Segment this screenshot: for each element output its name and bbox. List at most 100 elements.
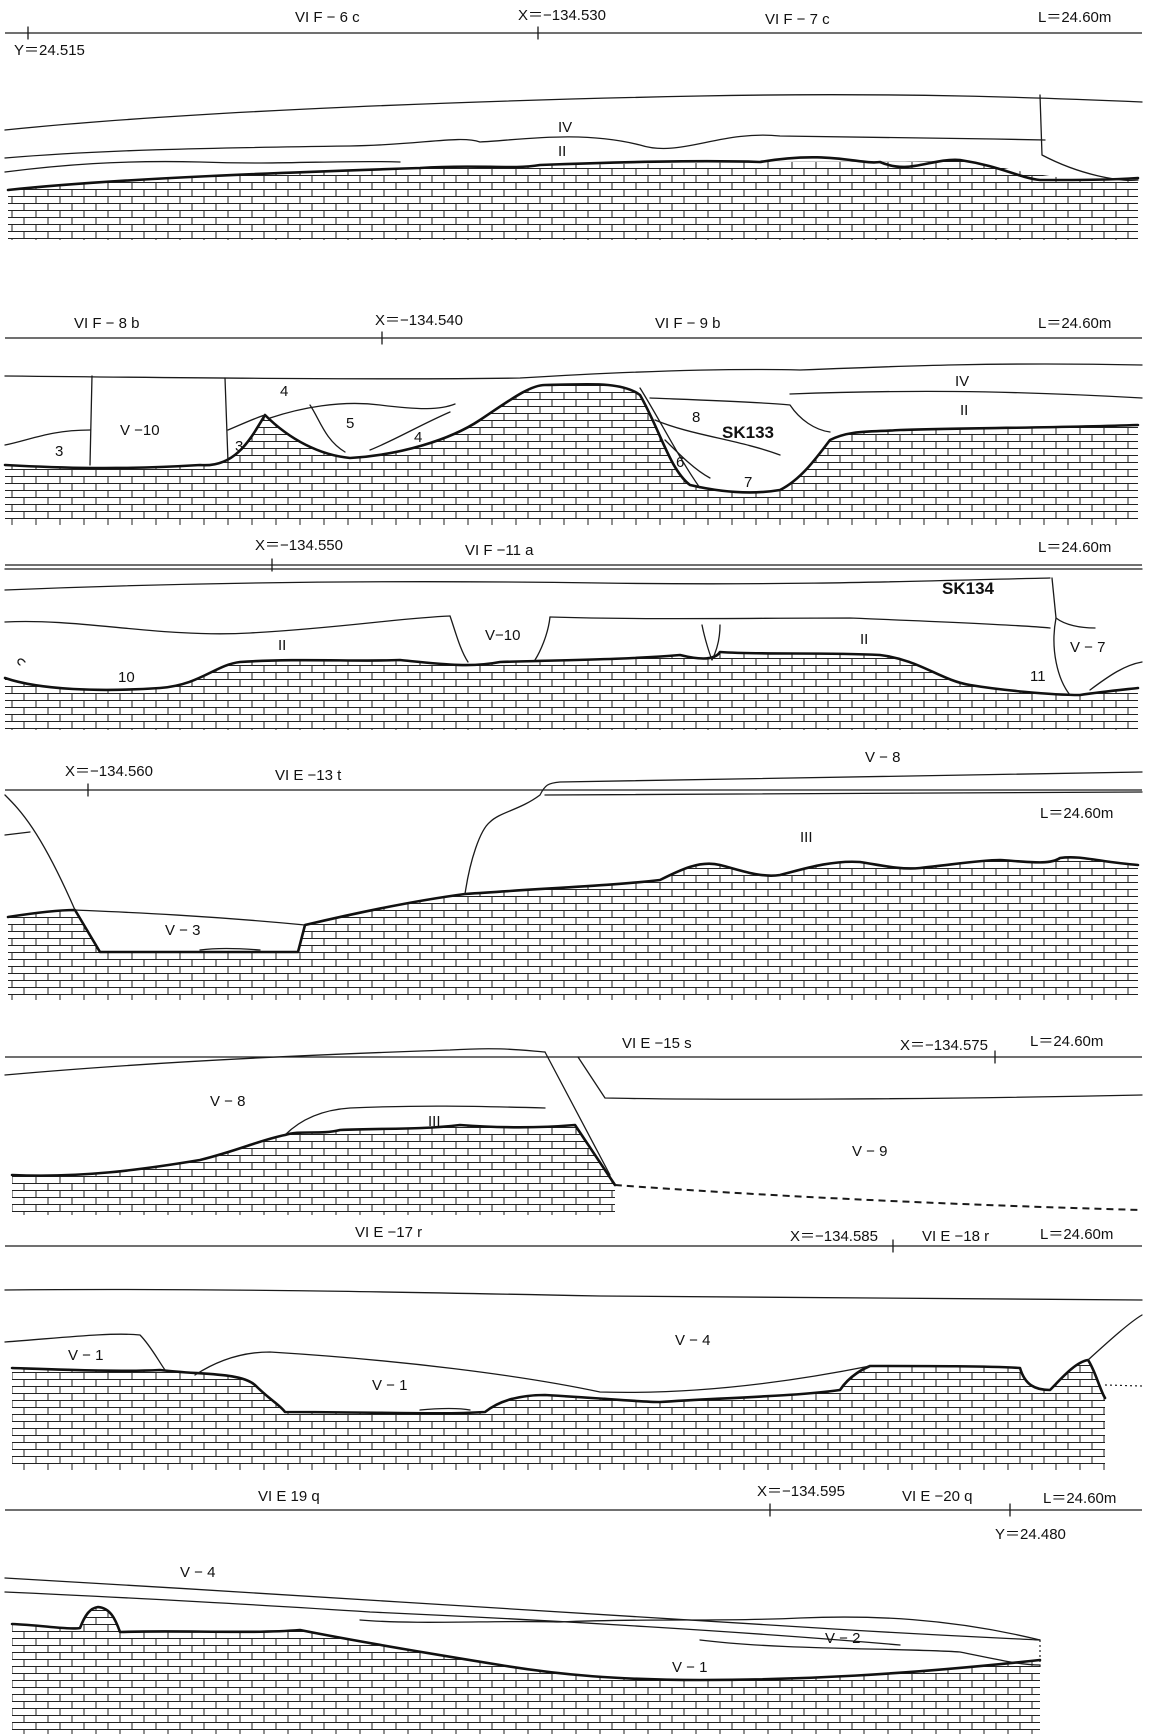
section-1: VI F − 6 c X＝−134.530 VI F − 7 c L＝24.60… xyxy=(4,7,1143,240)
layer-boundary xyxy=(17,658,26,666)
layer-label: 4 xyxy=(414,429,422,446)
layer-boundary xyxy=(4,1591,901,1646)
layer-label: 4 xyxy=(280,383,288,400)
feature-cut xyxy=(4,794,76,911)
section-7: VI E 19 q X＝−134.595 VI E −20 q L＝24.60m… xyxy=(4,1483,1142,1734)
grid-label: VI E −20 q xyxy=(902,1488,972,1505)
x-coordinate-label: X＝−134.550 xyxy=(255,537,343,554)
layer-boundary xyxy=(369,411,451,451)
bedrock xyxy=(12,1125,615,1215)
layer-label: V − 4 xyxy=(675,1332,710,1349)
layer-boundary xyxy=(654,419,781,456)
level-label: L＝24.60m xyxy=(1038,539,1111,556)
layer-label: V − 3 xyxy=(165,922,200,939)
level-label: L＝24.60m xyxy=(1040,805,1113,822)
layer-boundary xyxy=(1089,661,1143,691)
bedrock xyxy=(12,1360,1105,1470)
layer-boundary xyxy=(4,1333,166,1371)
layer-boundary xyxy=(1055,617,1096,629)
layer-boundary xyxy=(4,615,451,635)
x-coordinate-label: X＝−134.575 xyxy=(900,1037,988,1054)
feature-dotted-boundary xyxy=(1104,1384,1143,1387)
layer-label: V − 2 xyxy=(825,1630,860,1647)
bedrock xyxy=(5,652,1138,730)
layer-label: 3 xyxy=(55,443,63,460)
bedrock-surface xyxy=(10,1123,617,1187)
feature-cut xyxy=(89,375,93,466)
feature-label-sk133: SK133 xyxy=(722,423,774,442)
x-coordinate-label: X＝−134.530 xyxy=(518,7,606,24)
section-3: X＝−134.550 VI F −11 a L＝24.60m SK134 II … xyxy=(3,537,1143,730)
layer-boundary xyxy=(4,1577,1041,1641)
section-5: VI E −15 s X＝−134.575 L＝24.60m V − 8 III… xyxy=(4,1033,1143,1215)
layer-label: II xyxy=(860,631,868,648)
layer-boundary xyxy=(74,909,306,926)
grid-label: VI F − 7 c xyxy=(765,11,830,28)
layer-label: 3 xyxy=(235,438,243,455)
layer-label: 8 xyxy=(692,409,700,426)
section-4: X＝−134.560 VI E −13 t L＝24.60m V − 8 III… xyxy=(4,749,1143,1000)
layer-boundary xyxy=(789,390,1143,399)
layer-boundary xyxy=(699,1639,1041,1666)
feature-cut xyxy=(534,616,551,661)
bedrock-surface xyxy=(6,156,1140,192)
layer-boundary xyxy=(544,791,1143,796)
feature-cut xyxy=(224,377,229,463)
grid-label: VI E −13 t xyxy=(275,767,342,784)
layer-label: II xyxy=(278,637,286,654)
y-coordinate-label: Y＝24.515 xyxy=(14,42,85,59)
feature-cut xyxy=(464,771,1143,895)
layer-label: IV xyxy=(955,373,969,390)
layer-label: III xyxy=(428,1113,441,1130)
layer-boundary xyxy=(1087,1314,1143,1361)
feature-cut xyxy=(449,615,469,663)
layer-label: 5 xyxy=(346,415,354,432)
layer-label: V − 1 xyxy=(372,1377,407,1394)
layer-label: V − 4 xyxy=(180,1564,215,1581)
feature-label-sk134: SK134 xyxy=(942,579,995,598)
layer-label: II xyxy=(960,402,968,419)
feature-dashed-boundary xyxy=(614,1184,1143,1211)
layer-label: V − 8 xyxy=(210,1093,245,1110)
layer-boundary xyxy=(4,577,1051,591)
x-coordinate-label: X＝−134.585 xyxy=(790,1228,878,1245)
layer-boundary xyxy=(419,1407,471,1411)
grid-label: VI F −11 a xyxy=(465,542,534,559)
layer-label: 6 xyxy=(676,454,684,471)
layer-boundary xyxy=(4,134,1046,159)
layer-boundary xyxy=(359,1616,1041,1641)
layer-boundary xyxy=(4,831,31,836)
bedrock-surface xyxy=(10,1605,1042,1682)
layer-label: V−10 xyxy=(485,627,520,644)
layer-boundary xyxy=(269,402,456,419)
bedrock xyxy=(8,160,1138,240)
feature-cut xyxy=(639,387,701,489)
section-6: VI E −17 r X＝−134.585 VI E −18 r L＝24.60… xyxy=(4,1224,1143,1470)
layer-boundary xyxy=(199,947,261,951)
level-label: L＝24.60m xyxy=(1038,9,1111,26)
feature-cut xyxy=(544,1051,611,1176)
level-label: L＝24.60m xyxy=(1038,315,1111,332)
layer-label: 7 xyxy=(744,474,752,491)
bedrock-surface xyxy=(10,1358,1107,1415)
bedrock-surface xyxy=(3,382,1140,494)
layer-label: V − 1 xyxy=(68,1347,103,1364)
section-2: VI F − 8 b X＝−134.540 VI F − 9 b L＝24.60… xyxy=(3,312,1143,525)
grid-label: VI E −17 r xyxy=(355,1224,422,1241)
layer-boundary xyxy=(194,1351,871,1393)
grid-label: VI F − 8 b xyxy=(74,315,139,332)
layer-label: V − 8 xyxy=(865,749,900,766)
level-label: L＝24.60m xyxy=(1043,1490,1116,1507)
bedrock-surface xyxy=(3,650,1140,697)
layer-label: V − 9 xyxy=(852,1143,887,1160)
layer-label: V −10 xyxy=(120,422,160,439)
level-label: L＝24.60m xyxy=(1030,1033,1103,1050)
layer-label: III xyxy=(800,829,813,846)
grid-label: VI E −18 r xyxy=(922,1228,989,1245)
layer-boundary xyxy=(4,1048,546,1076)
grid-label: VI F − 9 b xyxy=(655,315,720,332)
layer-label: V − 7 xyxy=(1070,639,1105,656)
grid-label: VI E 19 q xyxy=(258,1488,320,1505)
layer-boundary xyxy=(4,1288,1143,1301)
